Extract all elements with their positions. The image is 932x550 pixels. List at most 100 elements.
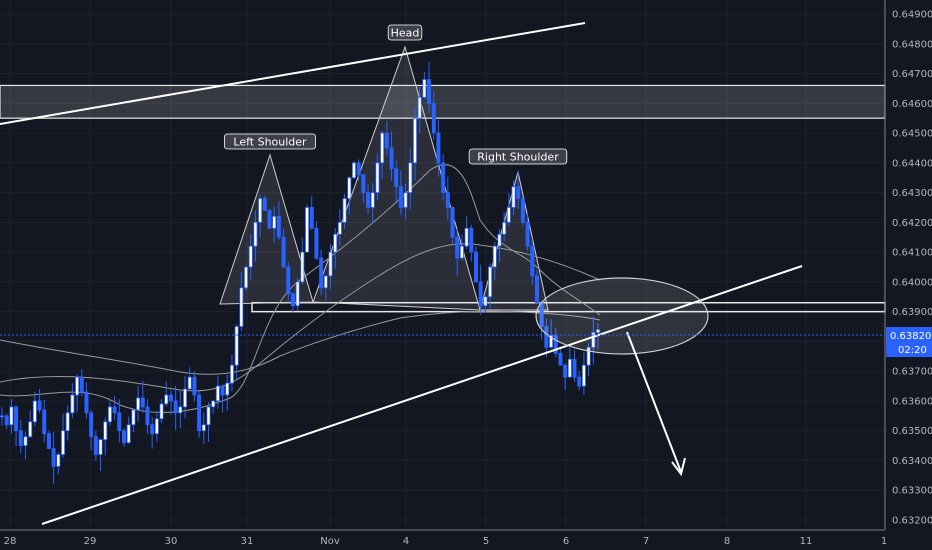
y-tick-label: 0.64200 (892, 218, 932, 229)
annotation-label: Head (391, 27, 420, 40)
candle-body (572, 358, 577, 378)
candle-body (295, 281, 300, 307)
annotation-label: Left Shoulder (233, 136, 307, 149)
candle-body (370, 192, 375, 208)
annotation-label-box (387, 24, 423, 41)
time-axis: 28 29 30 31 Nov 4 5 6 7 8 11 1 (4, 536, 888, 547)
candle-body (154, 418, 159, 435)
x-tick-label: Nov (320, 536, 340, 547)
candle-body (276, 215, 281, 238)
candle-body (398, 186, 403, 208)
candle-body (290, 293, 295, 307)
candle-body (9, 406, 14, 426)
y-tick-label: 0.64300 (892, 188, 932, 199)
candle-body (234, 326, 239, 366)
candle-body (581, 364, 586, 387)
candle-body (520, 198, 525, 223)
candle-body (192, 376, 197, 396)
candle-body (549, 335, 554, 348)
x-tick-label: 6 (563, 536, 569, 547)
candle-body (351, 162, 356, 179)
candle-body (98, 439, 103, 455)
moving-average-fast (0, 164, 601, 414)
candle-body (70, 394, 75, 414)
y-tick-label: 0.64100 (892, 248, 932, 259)
candle-body (112, 406, 117, 414)
y-tick-label: 0.63200 (892, 516, 932, 527)
candle-body (126, 424, 131, 444)
candle-body (417, 96, 422, 119)
x-tick-label: 4 (403, 536, 409, 547)
candle-body (201, 424, 206, 432)
annotations: Left Shoulder Head Right Shoulder (223, 24, 568, 165)
x-tick-label: 7 (643, 536, 649, 547)
candle-body (197, 394, 202, 432)
candle-body (84, 391, 89, 414)
candle-body (436, 132, 441, 164)
candle-body (525, 221, 530, 247)
candle-body (305, 207, 310, 253)
y-tick-label: 0.63600 (892, 396, 932, 407)
candle-body (206, 406, 211, 426)
candle-body (42, 409, 47, 435)
candle-body (323, 275, 328, 289)
countdown-timer: 02:20 (898, 345, 927, 356)
candle-body (267, 210, 272, 229)
candle-body (253, 221, 258, 247)
candle-body (4, 415, 9, 426)
candle-body (450, 207, 455, 238)
candle-body (46, 433, 51, 449)
candle-body (347, 177, 352, 199)
candle-body (18, 430, 23, 446)
candle-body (93, 436, 98, 455)
candle-body (136, 397, 141, 411)
x-tick-label: 5 (483, 536, 489, 547)
y-tick-label: 0.64800 (892, 39, 932, 50)
current-price-value: 0.63820 (890, 331, 931, 342)
candle-body (483, 296, 488, 307)
candle-body (553, 335, 558, 354)
candle-body (28, 421, 33, 438)
retest-ellipse (535, 277, 709, 355)
candle-body (79, 376, 84, 393)
candle-body (506, 207, 511, 223)
y-tick-label: 0.63300 (892, 486, 932, 497)
candle-body (272, 215, 277, 229)
candle-body (516, 186, 521, 199)
candle-body (577, 376, 582, 387)
candle-body (591, 332, 596, 348)
candle-body (140, 397, 145, 408)
candle-body (258, 198, 263, 223)
candle-body (89, 412, 94, 438)
candle-body (150, 424, 155, 435)
candle-body (497, 233, 502, 247)
y-tick-label: 0.63500 (892, 426, 932, 437)
candle-body (511, 186, 516, 208)
candle-body (488, 266, 493, 298)
candle-body (366, 192, 371, 208)
candle-body (225, 382, 230, 396)
candle-body (168, 394, 173, 402)
candle-body (239, 287, 244, 327)
candle-body (281, 236, 286, 268)
candle-body (403, 192, 408, 208)
current-price-badge: 0.63820 02:20 (886, 327, 932, 357)
candle-body (328, 251, 333, 277)
candle-body (408, 162, 413, 193)
candle-body (314, 227, 319, 259)
candle-body (530, 245, 535, 277)
candle-body (534, 275, 539, 304)
y-tick-label: 0.64900 (892, 10, 932, 21)
candle-body (445, 192, 450, 208)
candle-body (164, 394, 169, 405)
candle-body (215, 385, 220, 402)
candle-body (464, 227, 469, 247)
candle-body (342, 198, 347, 223)
x-tick-label: 31 (241, 536, 254, 547)
candle-body (375, 162, 380, 193)
candle-body (478, 281, 483, 307)
candle-body (502, 221, 507, 235)
candle-body (262, 198, 267, 211)
candle-body (544, 326, 549, 348)
